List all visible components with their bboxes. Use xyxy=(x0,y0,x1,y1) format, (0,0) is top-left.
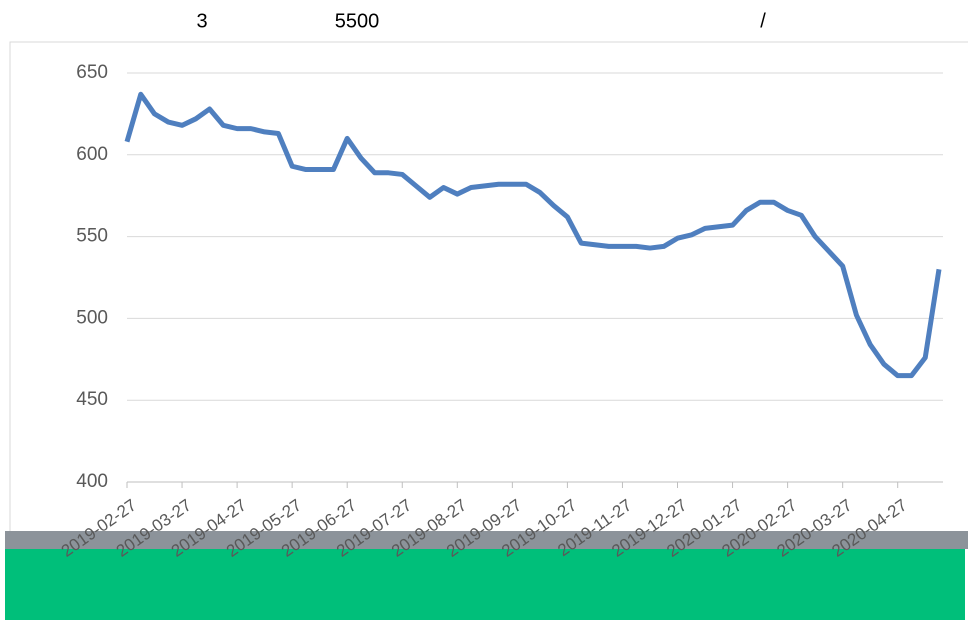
y-tick-label: 400 xyxy=(76,471,108,492)
y-tick-label: 500 xyxy=(76,307,108,328)
y-tick-label: 650 xyxy=(76,62,108,83)
chart-title: / xyxy=(760,10,766,32)
y-tick-label: 600 xyxy=(76,144,108,165)
overlay-block xyxy=(5,549,965,620)
y-tick-label: 550 xyxy=(76,226,108,247)
y-tick-label: 450 xyxy=(76,389,108,410)
chart-title: 3 xyxy=(196,10,207,32)
chart-border xyxy=(9,41,968,620)
data-line xyxy=(124,91,942,379)
chart-title: 5500 xyxy=(335,10,380,32)
overlay-bar xyxy=(5,531,968,549)
